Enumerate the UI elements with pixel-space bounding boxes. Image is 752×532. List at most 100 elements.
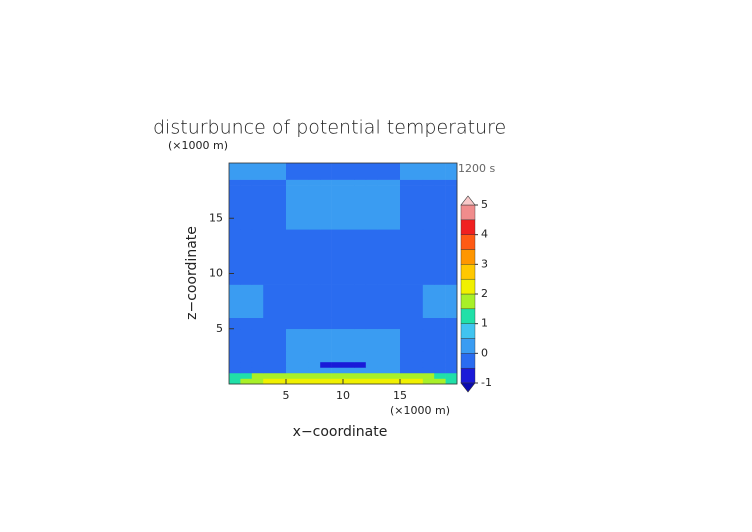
contour-cell: [229, 367, 241, 374]
contour-cell: [240, 179, 253, 186]
colorbar-segment: [460, 323, 476, 339]
contour-cell: [331, 163, 355, 180]
contour-cell: [320, 372, 332, 379]
contour-cell: [445, 317, 458, 330]
contour-cell: [434, 367, 446, 374]
contour-cell: [286, 361, 310, 368]
contour-cell: [354, 367, 367, 374]
contour-cell: [422, 179, 435, 186]
contour-cell: [251, 378, 264, 385]
contour-cell: [286, 317, 310, 330]
contour-cell: [331, 185, 355, 230]
contour-cell: [251, 229, 264, 285]
contour-cell: [240, 284, 253, 318]
contour-cell: [263, 185, 287, 230]
contour-cell: [286, 163, 310, 180]
contour-cell: [286, 179, 310, 186]
contour-cell: [263, 284, 287, 318]
contour-cell: [445, 229, 458, 285]
contour-cell: [422, 284, 435, 318]
contour-cell: [377, 350, 401, 363]
contour-cell: [354, 328, 367, 352]
contour-cell: [251, 367, 264, 374]
contour-cell: [354, 317, 367, 330]
contour-cell: [365, 179, 378, 186]
colorbar-segment: [460, 367, 476, 384]
contour-cell: [263, 179, 287, 186]
contour-cell: [308, 328, 321, 352]
contour-cell: [286, 350, 310, 363]
contour-cell: [331, 284, 355, 318]
contour-cell: [331, 317, 355, 330]
contour-cell: [320, 378, 332, 385]
contour-cell: [229, 229, 241, 285]
x-tick-label: 15: [393, 389, 407, 402]
contour-cell: [240, 185, 253, 230]
contour-cell: [331, 179, 355, 186]
contour-cell: [354, 229, 367, 285]
colorbar-tick-label: 3: [481, 257, 488, 270]
contour-cell: [263, 328, 287, 352]
colorbar-segment: [460, 308, 476, 324]
time-label: 1200 s: [458, 162, 495, 175]
colorbar-segment: [460, 278, 476, 295]
contour-cell: [434, 185, 446, 230]
x-axis-label: x−coordinate: [293, 424, 388, 440]
contour-cell: [263, 350, 287, 363]
colorbar-segment: [460, 234, 476, 250]
contour-cell: [365, 372, 378, 379]
contour-cell: [377, 378, 401, 385]
contour-cell: [377, 163, 401, 180]
colorbar-tick-label: 2: [481, 287, 488, 300]
contour-cell: [229, 179, 241, 186]
contour-cell: [229, 163, 241, 180]
contour-cell: [400, 328, 424, 352]
contour-cell: [263, 378, 287, 385]
y-tick-label: 10: [209, 267, 223, 280]
contour-cell: [308, 361, 321, 368]
x-tick-label: 5: [283, 389, 290, 402]
contour-cell: [377, 372, 401, 379]
contour-cell: [251, 328, 264, 352]
contour-cell: [434, 229, 446, 285]
contour-cell: [251, 317, 264, 330]
contour-cell: [422, 350, 435, 363]
contour-cell: [377, 229, 401, 285]
contour-cell: [251, 163, 264, 180]
contour-cell: [445, 350, 458, 363]
contour-cell: [308, 163, 321, 180]
contour-cell: [320, 361, 332, 368]
contour-cell: [400, 367, 424, 374]
contour-cell: [400, 372, 424, 379]
contour-cell: [229, 317, 241, 330]
colorbar-tick-label: 0: [481, 346, 488, 359]
contour-cell: [434, 378, 446, 385]
contour-cell: [320, 350, 332, 363]
contour-cell: [229, 378, 241, 385]
contour-cell: [286, 229, 310, 285]
contour-cell: [331, 229, 355, 285]
contour-cell: [434, 372, 446, 379]
contour-cell: [263, 372, 287, 379]
contour-cell: [422, 317, 435, 330]
contour-cell: [308, 317, 321, 330]
contour-cell: [331, 372, 355, 379]
contour-cell: [240, 317, 253, 330]
contour-cell: [320, 317, 332, 330]
colorbar-tick-label: 5: [481, 198, 488, 211]
contour-cell: [320, 163, 332, 180]
contour-cell: [365, 367, 378, 374]
contour-cell: [400, 361, 424, 368]
contour-cell: [377, 284, 401, 318]
contour-cell: [365, 229, 378, 285]
contour-cell: [320, 284, 332, 318]
contour-cell: [354, 350, 367, 363]
y-unit: (×1000 m): [168, 139, 228, 152]
contour-cell: [240, 328, 253, 352]
contour-cell: [251, 185, 264, 230]
colorbar-tick-label: 4: [481, 228, 488, 241]
contour-cell: [422, 229, 435, 285]
colorbar-tick-label: -1: [481, 376, 492, 389]
y-tick-label: 5: [216, 322, 223, 335]
contour-cell: [354, 179, 367, 186]
